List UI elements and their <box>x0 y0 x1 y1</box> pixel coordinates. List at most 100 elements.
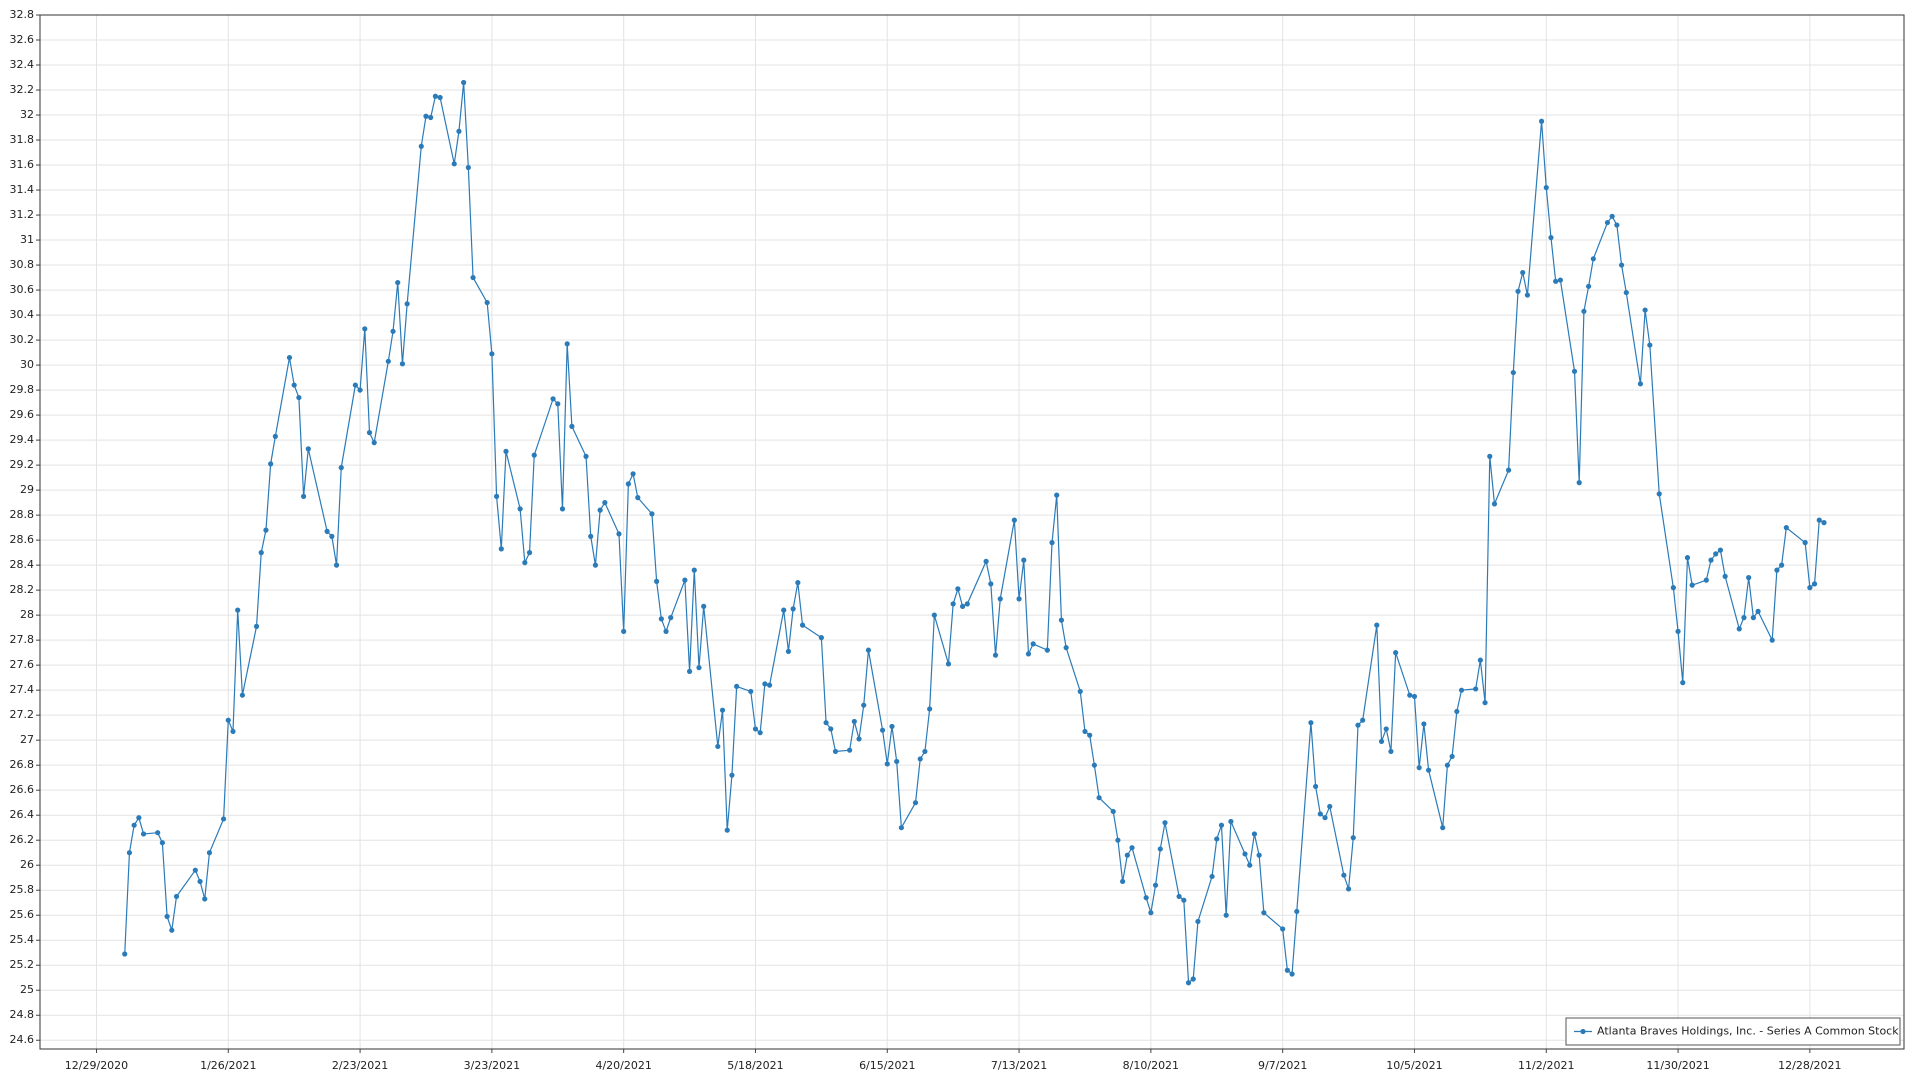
x-tick-label: 6/15/2021 <box>859 1059 915 1072</box>
data-point <box>418 143 424 149</box>
data-point <box>1680 680 1686 686</box>
data-point <box>1157 846 1163 852</box>
x-tick-label: 9/7/2021 <box>1258 1059 1307 1072</box>
y-tick-label: 31.2 <box>10 208 35 221</box>
data-point <box>126 850 133 856</box>
data-point <box>1656 491 1662 497</box>
data-point <box>861 702 867 708</box>
data-point <box>1011 517 1017 523</box>
data-point <box>964 601 970 607</box>
data-point <box>526 550 533 556</box>
data-point <box>197 878 203 885</box>
data-point <box>395 279 401 286</box>
data-point <box>719 707 726 713</box>
data-point <box>1623 289 1629 296</box>
data-point <box>268 461 274 467</box>
data-point <box>206 850 213 856</box>
data-point <box>122 951 128 957</box>
data-point <box>1604 219 1611 226</box>
data-point <box>484 299 490 306</box>
data-point <box>366 430 373 436</box>
data-point <box>371 440 377 446</box>
data-point <box>225 717 231 723</box>
y-tick-label: 31.6 <box>10 158 35 171</box>
data-point <box>988 581 994 587</box>
data-point <box>1054 492 1060 498</box>
x-tick-label: 1/26/2021 <box>200 1059 256 1072</box>
y-tick-label: 29 <box>20 483 34 496</box>
data-point <box>1741 615 1747 621</box>
data-point <box>748 688 754 695</box>
data-point <box>616 531 622 537</box>
data-point <box>790 606 796 612</box>
data-point <box>983 558 989 564</box>
y-tick-label: 32 <box>20 108 34 121</box>
data-point <box>1717 547 1724 553</box>
data-point <box>959 603 966 609</box>
data-point <box>1571 368 1578 374</box>
y-tick-label: 28.2 <box>10 583 35 596</box>
y-tick-label: 26.8 <box>10 758 35 771</box>
data-point <box>785 648 792 655</box>
data-point <box>169 927 175 933</box>
y-tick-label: 27.4 <box>10 683 35 696</box>
data-point <box>762 681 768 687</box>
data-point <box>1294 908 1300 915</box>
data-point <box>1350 835 1356 841</box>
data-point <box>1510 369 1516 376</box>
data-point <box>851 718 857 725</box>
data-point <box>272 433 278 439</box>
x-tick-label: 4/20/2021 <box>595 1059 651 1072</box>
data-point <box>329 533 335 539</box>
data-point <box>1703 577 1709 583</box>
data-point <box>300 493 307 499</box>
data-point <box>173 893 180 900</box>
data-point <box>630 471 636 477</box>
data-point <box>1746 575 1752 581</box>
data-point <box>1491 501 1498 507</box>
series-line <box>124 82 1825 984</box>
data-point <box>1750 615 1756 621</box>
data-point <box>654 578 660 584</box>
data-point <box>437 94 443 101</box>
y-tick-label: 24.6 <box>10 1033 35 1046</box>
data-point <box>1618 262 1625 268</box>
data-point <box>625 481 631 487</box>
y-tick-label: 31.8 <box>10 133 35 146</box>
data-point <box>1473 686 1479 692</box>
x-tick-label: 12/28/2021 <box>1778 1059 1841 1072</box>
legend-marker <box>1580 1028 1586 1035</box>
data-point <box>1228 818 1234 825</box>
data-point <box>1586 283 1592 289</box>
data-point <box>1458 687 1465 693</box>
data-point <box>1049 540 1055 546</box>
data-point <box>927 706 933 712</box>
data-point <box>333 562 340 568</box>
data-point <box>1148 910 1154 916</box>
data-point <box>1247 862 1253 868</box>
data-point <box>945 661 952 667</box>
data-point <box>1195 918 1201 925</box>
data-point <box>465 164 471 171</box>
y-tick-label: 26 <box>20 858 34 871</box>
data-point <box>1251 831 1258 837</box>
y-tick-label: 27.2 <box>10 708 35 721</box>
data-point <box>352 382 358 388</box>
data-point <box>668 615 674 621</box>
y-tick-label: 25.4 <box>10 933 35 946</box>
data-point <box>522 560 528 566</box>
data-point <box>950 601 956 607</box>
data-point <box>724 827 730 833</box>
data-point <box>1063 645 1069 651</box>
data-point <box>291 382 297 388</box>
data-point <box>1713 551 1719 557</box>
data-point <box>898 825 904 831</box>
data-point <box>1341 872 1347 878</box>
y-tick-label: 30.2 <box>10 333 35 346</box>
x-tick-label: 7/13/2021 <box>991 1059 1047 1072</box>
data-point <box>230 728 236 735</box>
data-point <box>1444 762 1451 768</box>
data-point <box>1637 381 1644 387</box>
data-point <box>1091 762 1097 768</box>
data-point <box>385 358 391 364</box>
